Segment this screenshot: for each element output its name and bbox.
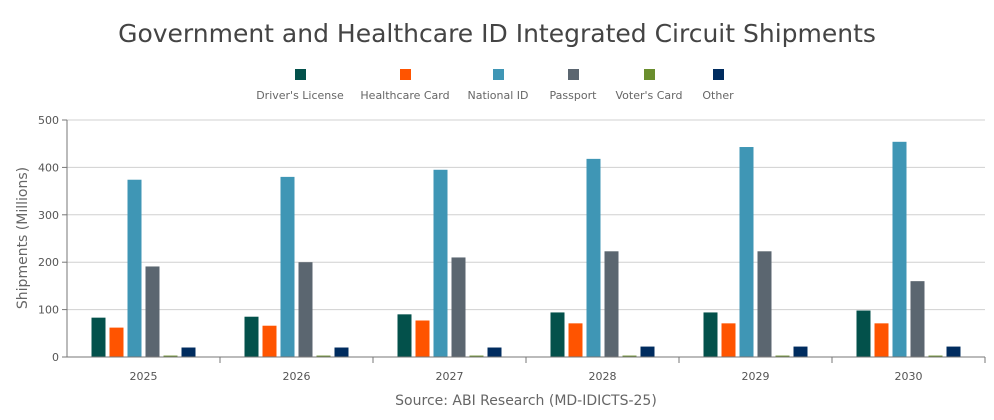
bars bbox=[91, 141, 961, 357]
x-tick-label: 2030 bbox=[895, 370, 923, 383]
bar bbox=[109, 327, 124, 357]
bar bbox=[604, 251, 619, 357]
bar bbox=[316, 355, 331, 357]
bar bbox=[91, 317, 106, 357]
legend-label: National ID bbox=[467, 89, 528, 102]
bar bbox=[793, 346, 808, 357]
bar bbox=[433, 169, 448, 357]
bar bbox=[757, 251, 772, 357]
bar bbox=[127, 179, 142, 357]
legend-swatch bbox=[400, 69, 411, 80]
bar bbox=[874, 323, 889, 357]
bar bbox=[469, 355, 484, 357]
legend-swatch bbox=[713, 69, 724, 80]
legend-swatch bbox=[493, 69, 504, 80]
bar bbox=[928, 355, 943, 357]
y-tick-label: 0 bbox=[52, 351, 59, 364]
bar bbox=[415, 320, 430, 357]
legend-label: Passport bbox=[550, 89, 598, 102]
source-note: Source: ABI Research (MD-IDICTS-25) bbox=[395, 393, 657, 409]
x-tick-label: 2029 bbox=[742, 370, 770, 383]
legend-swatch bbox=[568, 69, 579, 80]
bar bbox=[397, 314, 412, 357]
bar bbox=[298, 262, 313, 357]
bar bbox=[586, 158, 601, 357]
bar bbox=[244, 316, 259, 357]
legend-label: Driver's License bbox=[256, 89, 344, 102]
bar bbox=[775, 355, 790, 357]
y-tick-label: 400 bbox=[38, 161, 59, 174]
bar bbox=[910, 281, 925, 357]
bar bbox=[487, 347, 502, 357]
bar bbox=[892, 141, 907, 357]
x-tick-label: 2026 bbox=[283, 370, 311, 383]
legend-swatch bbox=[644, 69, 655, 80]
bar bbox=[262, 325, 277, 357]
y-tick-label: 300 bbox=[38, 209, 59, 222]
y-tick-label: 500 bbox=[38, 114, 59, 127]
bar bbox=[946, 346, 961, 357]
chart-title: Government and Healthcare ID Integrated … bbox=[118, 19, 876, 48]
bar bbox=[181, 347, 196, 357]
bar bbox=[739, 147, 754, 357]
gridlines bbox=[67, 119, 985, 311]
legend-label: Other bbox=[702, 89, 734, 102]
bar bbox=[703, 312, 718, 357]
legend: Driver's License Healthcare Card National … bbox=[256, 69, 734, 102]
bar bbox=[451, 257, 466, 357]
legend-label: Healthcare Card bbox=[360, 89, 449, 102]
bar bbox=[280, 176, 295, 357]
bar bbox=[640, 346, 655, 357]
bar bbox=[163, 355, 178, 357]
legend-swatch bbox=[295, 69, 306, 80]
x-tick-label: 2028 bbox=[589, 370, 617, 383]
y-tick-label: 200 bbox=[38, 256, 59, 269]
bar bbox=[550, 312, 565, 357]
legend-label: Voter's Card bbox=[616, 89, 683, 102]
bar bbox=[721, 323, 736, 357]
y-tick-label: 100 bbox=[38, 304, 59, 317]
bar bbox=[334, 347, 349, 357]
y-axis-label: Shipments (Millions) bbox=[15, 167, 31, 309]
bar bbox=[622, 355, 637, 357]
x-tick-label: 2027 bbox=[436, 370, 464, 383]
bar bbox=[856, 310, 871, 357]
bar bbox=[568, 323, 583, 357]
x-tick-label: 2025 bbox=[130, 370, 158, 383]
bar bbox=[145, 266, 160, 357]
axes: 0 100 200 300 400 500 2025 2026 2027 2028 2029 2030 bbox=[38, 114, 986, 383]
